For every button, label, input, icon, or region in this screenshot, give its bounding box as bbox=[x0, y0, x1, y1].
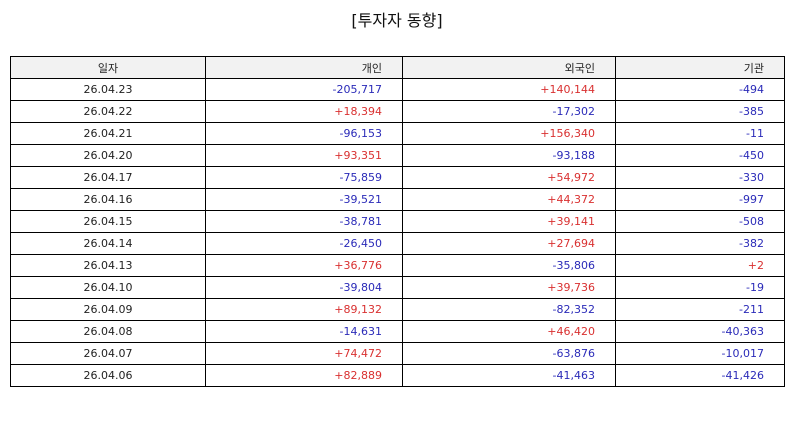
header-institution: 기관 bbox=[615, 56, 785, 79]
date-cell: 26.04.22 bbox=[10, 100, 206, 123]
individual-cell: -96,153 bbox=[205, 122, 403, 145]
date-cell: 26.04.07 bbox=[10, 342, 206, 365]
date-cell: 26.04.10 bbox=[10, 276, 206, 299]
foreign-cell: -82,352 bbox=[402, 298, 616, 321]
date-cell: 26.04.20 bbox=[10, 144, 206, 167]
foreign-cell: -93,188 bbox=[402, 144, 616, 167]
table-row: 26.04.20 +93,351 -93,188 -450 bbox=[10, 144, 785, 167]
table-row: 26.04.16 -39,521 +44,372 -997 bbox=[10, 188, 785, 211]
date-cell: 26.04.17 bbox=[10, 166, 206, 189]
institution-cell: -40,363 bbox=[615, 320, 785, 343]
individual-cell: +18,394 bbox=[205, 100, 403, 123]
foreign-cell: +156,340 bbox=[402, 122, 616, 145]
individual-cell: -205,717 bbox=[205, 78, 403, 101]
foreign-cell: -17,302 bbox=[402, 100, 616, 123]
date-cell: 26.04.08 bbox=[10, 320, 206, 343]
header-row: 일자 개인 외국인 기관 bbox=[10, 56, 785, 79]
foreign-cell: +46,420 bbox=[402, 320, 616, 343]
table-row: 26.04.22 +18,394 -17,302 -385 bbox=[10, 100, 785, 123]
individual-cell: -75,859 bbox=[205, 166, 403, 189]
institution-cell: -382 bbox=[615, 232, 785, 255]
individual-cell: +89,132 bbox=[205, 298, 403, 321]
individual-cell: -39,804 bbox=[205, 276, 403, 299]
foreign-cell: +54,972 bbox=[402, 166, 616, 189]
date-cell: 26.04.06 bbox=[10, 364, 206, 387]
header-foreign: 외국인 bbox=[402, 56, 616, 79]
date-cell: 26.04.14 bbox=[10, 232, 206, 255]
table-row: 26.04.07 +74,472 -63,876 -10,017 bbox=[10, 342, 785, 365]
individual-cell: -38,781 bbox=[205, 210, 403, 233]
institution-cell: -494 bbox=[615, 78, 785, 101]
institution-cell: -385 bbox=[615, 100, 785, 123]
header-date: 일자 bbox=[10, 56, 206, 79]
foreign-cell: -63,876 bbox=[402, 342, 616, 365]
table-row: 26.04.21 -96,153 +156,340 -11 bbox=[10, 122, 785, 145]
institution-cell: -211 bbox=[615, 298, 785, 321]
individual-cell: +93,351 bbox=[205, 144, 403, 167]
institution-cell: -41,426 bbox=[615, 364, 785, 387]
institution-cell: -330 bbox=[615, 166, 785, 189]
table-row: 26.04.08 -14,631 +46,420 -40,363 bbox=[10, 320, 785, 343]
institution-cell: -11 bbox=[615, 122, 785, 145]
date-cell: 26.04.16 bbox=[10, 188, 206, 211]
foreign-cell: -41,463 bbox=[402, 364, 616, 387]
foreign-cell: +140,144 bbox=[402, 78, 616, 101]
foreign-cell: +39,736 bbox=[402, 276, 616, 299]
header-individual: 개인 bbox=[205, 56, 403, 79]
table-row: 26.04.23 -205,717 +140,144 -494 bbox=[10, 78, 785, 101]
date-cell: 26.04.23 bbox=[10, 78, 206, 101]
individual-cell: +36,776 bbox=[205, 254, 403, 277]
date-cell: 26.04.15 bbox=[10, 210, 206, 233]
table-row: 26.04.14 -26,450 +27,694 -382 bbox=[10, 232, 785, 255]
individual-cell: +74,472 bbox=[205, 342, 403, 365]
table-row: 26.04.15 -38,781 +39,141 -508 bbox=[10, 210, 785, 233]
institution-cell: -997 bbox=[615, 188, 785, 211]
foreign-cell: -35,806 bbox=[402, 254, 616, 277]
table-row: 26.04.17 -75,859 +54,972 -330 bbox=[10, 166, 785, 189]
institution-cell: +2 bbox=[615, 254, 785, 277]
foreign-cell: +44,372 bbox=[402, 188, 616, 211]
table-row: 26.04.09 +89,132 -82,352 -211 bbox=[10, 298, 785, 321]
page-title: [투자자 동향] bbox=[351, 11, 443, 30]
individual-cell: -26,450 bbox=[205, 232, 403, 255]
individual-cell: -14,631 bbox=[205, 320, 403, 343]
institution-cell: -19 bbox=[615, 276, 785, 299]
foreign-cell: +39,141 bbox=[402, 210, 616, 233]
investor-trend-table: 일자 개인 외국인 기관 26.04.23 -205,717 +140,144 -49… bbox=[10, 56, 785, 387]
foreign-cell: +27,694 bbox=[402, 232, 616, 255]
date-cell: 26.04.21 bbox=[10, 122, 206, 145]
table-row: 26.04.10 -39,804 +39,736 -19 bbox=[10, 276, 785, 299]
table-row: 26.04.13 +36,776 -35,806 +2 bbox=[10, 254, 785, 277]
institution-cell: -10,017 bbox=[615, 342, 785, 365]
individual-cell: +82,889 bbox=[205, 364, 403, 387]
date-cell: 26.04.09 bbox=[10, 298, 206, 321]
institution-cell: -508 bbox=[615, 210, 785, 233]
institution-cell: -450 bbox=[615, 144, 785, 167]
individual-cell: -39,521 bbox=[205, 188, 403, 211]
date-cell: 26.04.13 bbox=[10, 254, 206, 277]
table-row: 26.04.06 +82,889 -41,463 -41,426 bbox=[10, 364, 785, 387]
